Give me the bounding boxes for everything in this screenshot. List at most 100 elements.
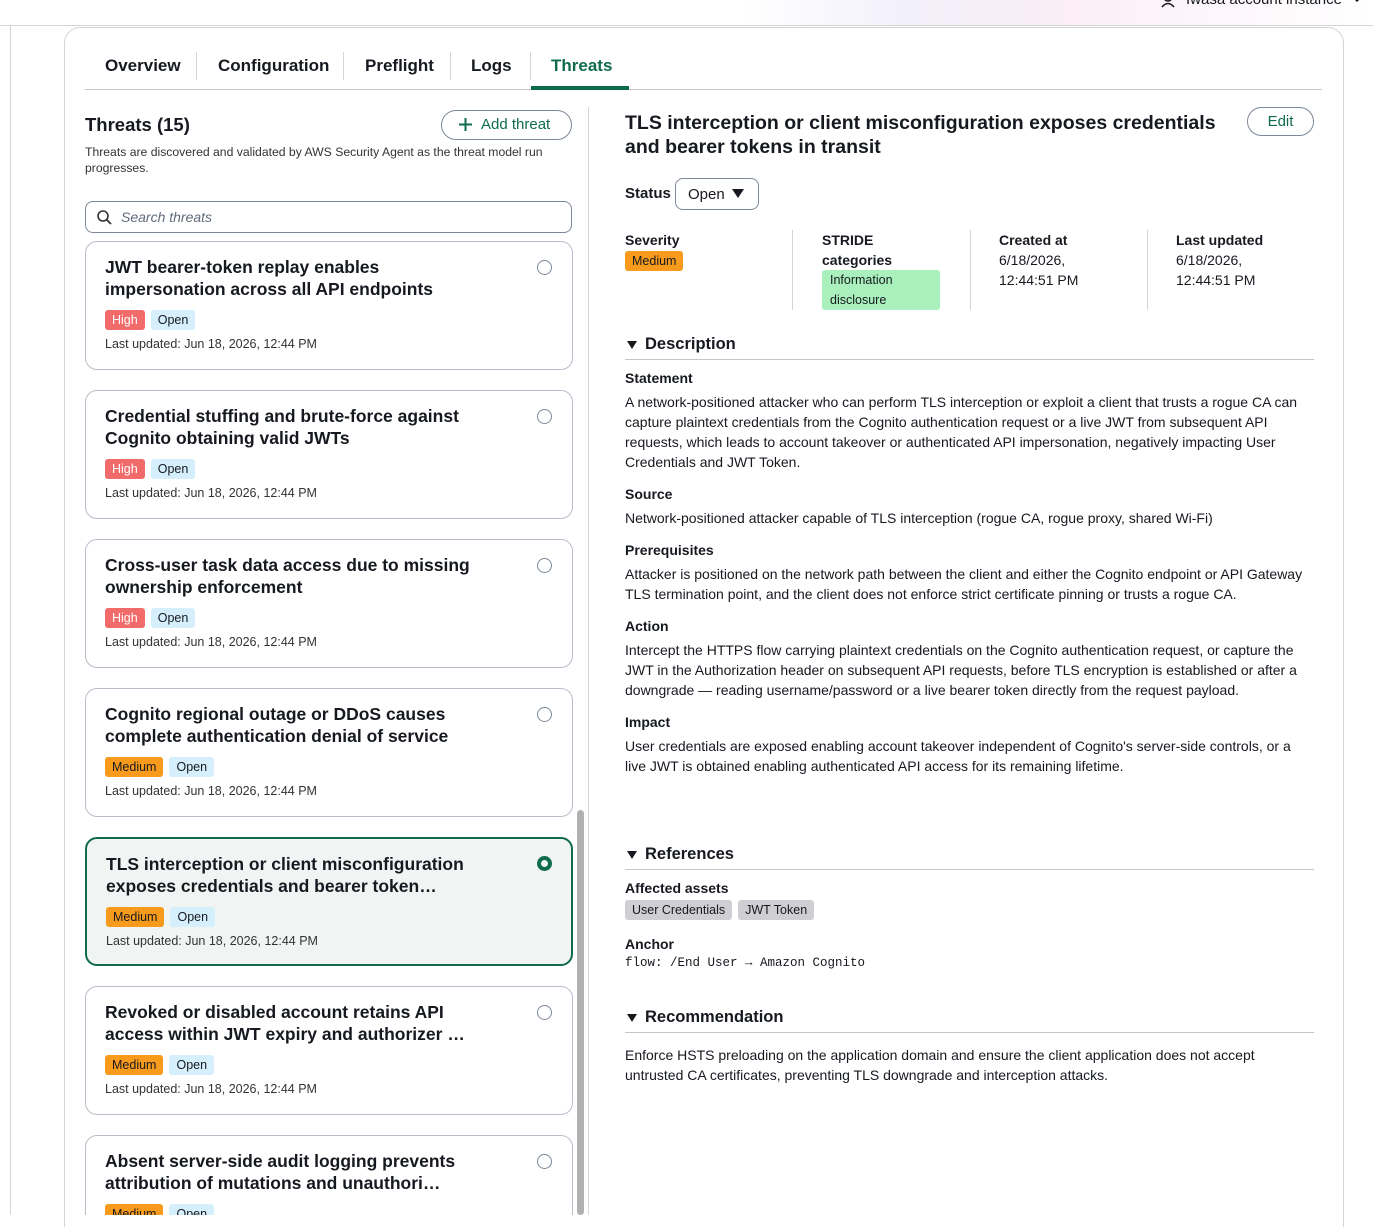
threat-title: Credential stuffing and brute-force agai… xyxy=(105,406,459,448)
status-value: Open xyxy=(688,186,725,203)
field-label: Prerequisites xyxy=(625,542,714,558)
radio[interactable] xyxy=(537,1005,552,1020)
description-section: Description Statement A network-positione… xyxy=(625,335,1314,788)
threat-card[interactable]: Credential stuffing and brute-force agai… xyxy=(85,390,573,519)
asset-badge: JWT Token xyxy=(738,900,815,920)
field-label: Impact xyxy=(625,714,671,730)
status-badge: Open xyxy=(169,757,215,777)
last-updated: Last updated: Jun 18, 2026, 12:44 PM xyxy=(105,1082,317,1096)
section-heading[interactable]: References xyxy=(625,845,1314,870)
meta-label: Last updated xyxy=(1176,232,1264,248)
threat-title: Revoked or disabled account retains API … xyxy=(105,1002,465,1044)
account-name[interactable]: Iwasa account instance xyxy=(1186,0,1342,8)
severity-badge: Medium xyxy=(105,1055,164,1075)
badges: High Open xyxy=(105,459,201,479)
tab[interactable]: Preflight xyxy=(365,56,434,75)
user-icon xyxy=(1161,0,1175,8)
severity-badge: Medium xyxy=(105,1204,164,1215)
threat-card[interactable]: TLS interception or client misconfigurat… xyxy=(85,837,573,966)
tab[interactable]: Overview xyxy=(105,56,181,75)
recommendation-section: Recommendation Enforce HSTS preloading o… xyxy=(625,1008,1314,1097)
status-badge: Open xyxy=(150,310,196,330)
severity-badge: Medium xyxy=(106,907,165,927)
radio[interactable] xyxy=(537,1154,552,1169)
threat-card[interactable]: Absent server-side audit logging prevent… xyxy=(85,1135,573,1215)
radio[interactable] xyxy=(537,409,552,424)
threat-card[interactable]: Cross-user task data access due to missi… xyxy=(85,539,573,668)
recommendation-text: Enforce HSTS preloading on the applicati… xyxy=(625,1047,1255,1083)
field-label: Statement xyxy=(625,370,693,386)
field-text: Attacker is positioned on the network pa… xyxy=(625,566,1303,602)
field-text: Network-positioned attacker capable of T… xyxy=(625,510,1213,526)
select-caret xyxy=(732,189,744,198)
status-badge: Open xyxy=(150,459,196,479)
scrollbar-thumb xyxy=(577,810,584,1215)
severity-badge: Medium xyxy=(625,251,684,271)
detail-title: TLS interception or client misconfigurat… xyxy=(625,112,1216,158)
tab-active[interactable]: Threats xyxy=(551,56,613,75)
badges: Medium Open xyxy=(105,757,220,777)
threat-card[interactable]: JWT bearer-token replay enables imperson… xyxy=(85,241,573,370)
content-card xyxy=(64,27,1344,1227)
tab-separator xyxy=(196,52,197,80)
tab-underline xyxy=(531,86,629,90)
account-caret xyxy=(1354,0,1360,3)
field-label: Action xyxy=(625,618,669,634)
section-heading[interactable]: Recommendation xyxy=(625,1008,1314,1033)
radio[interactable] xyxy=(537,856,552,871)
top-bar: Iwasa account instance xyxy=(0,0,1373,26)
meta-label: Created at xyxy=(999,232,1068,248)
field-text: A network-positioned attacker who can pe… xyxy=(625,394,1298,470)
severity-badge: High xyxy=(105,608,145,628)
badges: Medium Open xyxy=(105,1204,220,1215)
tab-separator xyxy=(343,52,344,80)
radio[interactable] xyxy=(537,558,552,573)
threat-title: TLS interception or client misconfigurat… xyxy=(106,854,464,896)
panel-title: Threats (15) xyxy=(85,114,190,135)
add-threat-button[interactable]: Add threat xyxy=(441,110,572,140)
threat-title: Cognito regional outage or DDoS causes c… xyxy=(105,704,449,746)
radio[interactable] xyxy=(537,707,552,722)
tab-border xyxy=(85,89,1322,90)
status-badge: Open xyxy=(169,1055,215,1075)
tab-separator xyxy=(530,52,531,80)
status-label: Status xyxy=(625,185,671,202)
field-label: Affected assets xyxy=(625,880,729,896)
last-updated: Last updated: Jun 18, 2026, 12:44 PM xyxy=(105,337,317,351)
threat-title: JWT bearer-token replay enables imperson… xyxy=(105,257,434,299)
status-badge: Open xyxy=(169,1204,215,1215)
field-label: Anchor xyxy=(625,936,674,952)
field-text: Intercept the HTTPS flow carrying plaint… xyxy=(625,642,1297,698)
panel-divider xyxy=(588,107,589,1215)
threat-card[interactable]: Revoked or disabled account retains API … xyxy=(85,986,573,1115)
meta-separator xyxy=(1147,230,1148,310)
asset-badge: User Credentials xyxy=(625,900,733,920)
badges: High Open xyxy=(105,310,201,330)
search-box[interactable]: Search threats xyxy=(85,201,572,233)
radio[interactable] xyxy=(537,260,552,275)
search-placeholder: Search threats xyxy=(121,209,213,225)
field-text: User credentials are exposed enabling ac… xyxy=(625,738,1291,774)
section-heading[interactable]: Description xyxy=(625,335,1314,360)
badges: High Open xyxy=(105,608,201,628)
meta-label: STRIDE categories xyxy=(822,232,893,268)
add-threat-label: Add threat xyxy=(481,116,551,133)
last-updated: Last updated: Jun 18, 2026, 12:44 PM xyxy=(105,784,317,798)
last-updated: Last updated: Jun 18, 2026, 12:44 PM xyxy=(106,934,318,948)
tab[interactable]: Logs xyxy=(471,56,512,75)
tab-separator xyxy=(450,52,451,80)
last-updated: Last updated: Jun 18, 2026, 12:44 PM xyxy=(105,635,317,649)
status-badge: Open xyxy=(150,608,196,628)
badges: Medium Open xyxy=(105,1055,220,1075)
meta-value: 6/18/2026, 12:44:51 PM xyxy=(1176,252,1256,288)
edit-button[interactable]: Edit xyxy=(1247,107,1314,136)
plus-icon xyxy=(459,118,472,131)
tab[interactable]: Configuration xyxy=(218,56,330,75)
threat-title: Absent server-side audit logging prevent… xyxy=(105,1151,456,1193)
meta-label: Severity xyxy=(625,232,680,248)
status-select[interactable]: Open xyxy=(675,178,759,210)
last-updated: Last updated: Jun 18, 2026, 12:44 PM xyxy=(105,486,317,500)
threat-card[interactable]: Cognito regional outage or DDoS causes c… xyxy=(85,688,573,817)
threat-list: JWT bearer-token replay enables imperson… xyxy=(0,240,588,1215)
